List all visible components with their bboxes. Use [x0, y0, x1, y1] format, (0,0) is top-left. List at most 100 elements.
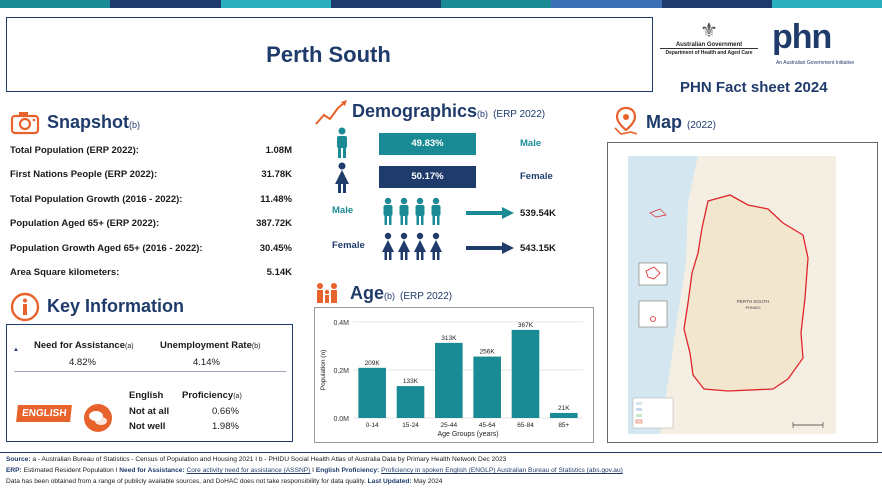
age-chart-svg: 0.0M 0.2M 0.4M 209K 0-14 133K 15-24 313K 25-44 25… [320, 320, 583, 438]
footer-divider [0, 452, 882, 453]
y-axis-label: Population (n) [320, 350, 327, 390]
male-group-label: Male [332, 205, 354, 216]
not-at-all-label: Not at all [129, 406, 170, 417]
map-region-label: PERTH SOUTH [737, 299, 769, 304]
need-label: Need for Assistance(a) [34, 340, 134, 351]
stripe-segment [661, 0, 772, 8]
unemp-label-sub: (b) [251, 343, 261, 350]
female-group-label: Female [332, 240, 365, 251]
key-info-title: Key Information [47, 296, 185, 316]
disclaimer-text: Data has been obtained from a range of p… [6, 478, 368, 485]
footer-definitions: ERP: Estimated Resident Population I Nee… [6, 467, 623, 474]
phn-tagline: An Australian Government Initiative [776, 60, 855, 66]
updated-value: May 2024 [411, 478, 443, 485]
need-value: 4.82% [69, 357, 96, 368]
family-icon [314, 281, 342, 310]
stripe-segment [330, 0, 441, 8]
erp-text: Estimated Resident Population I [21, 467, 120, 474]
x-tick-label: 65-84 [517, 422, 534, 429]
snapshot-row: Population Aged 65+ (ERP 2022): 387.72K [10, 218, 292, 229]
male-arrow-icon [466, 207, 514, 219]
age-bar [511, 329, 540, 418]
snapshot-row-label: Population Growth Aged 65+ (2016 - 2022)… [10, 242, 203, 254]
age-bar [435, 342, 463, 418]
x-tick-label: 25-44 [441, 422, 458, 429]
stripe-segment [220, 0, 331, 8]
need-arrow-icon: ▲ [13, 347, 19, 353]
stripe-segment [771, 0, 882, 8]
female-group-icon [381, 232, 447, 267]
bar-data-label: 209K [365, 360, 381, 367]
snapshot-row: Total Population (ERP 2022): 1.08M [10, 145, 292, 156]
need-def-link[interactable]: Core activity need for assistance (ASSNP… [186, 467, 311, 474]
speech-icon [83, 403, 113, 438]
age-bar [358, 367, 386, 418]
bar-data-label: 313K [441, 335, 457, 342]
not-at-all-value: 0.66% [212, 406, 239, 417]
male-count: 539.54K [520, 208, 556, 219]
age-note: (ERP 2022) [400, 291, 453, 302]
unemp-label: Unemployment Rate(b) [160, 340, 260, 351]
x-tick-label: 0-14 [366, 422, 379, 429]
stripe-segment [0, 0, 111, 8]
footer-disclaimer: Data has been obtained from a range of p… [6, 478, 442, 485]
snapshot-heading: Snapshot(b) [47, 112, 140, 133]
snapshot-row: Area Square kilometers: 5.14K [10, 267, 292, 278]
map-note: (2022) [687, 120, 716, 131]
need-def-label: Need for Assistance: [119, 467, 185, 474]
factsheet-title: PHN Fact sheet 2024 [680, 79, 828, 96]
female-arrow-icon [466, 242, 514, 254]
not-well-label: Not well [129, 421, 166, 432]
x-tick-label: 45-64 [479, 422, 496, 429]
bar-data-label: 133K [403, 378, 419, 385]
key-info-box [6, 324, 293, 442]
snapshot-row-value: 30.45% [259, 242, 292, 254]
demographics-note: (ERP 2022) [493, 109, 546, 120]
snapshot-row-value: 31.78K [261, 169, 292, 181]
age-chart: 0.0M 0.2M 0.4M 209K 0-14 133K 15-24 313K 25-44 25… [314, 307, 594, 443]
snapshot-row-value: 387.72K [256, 218, 292, 230]
need-label-text: Need for Assistance [34, 340, 125, 351]
source-text: a - Australian Bureau of Statistics - Ce… [30, 456, 507, 463]
page-title: Perth South [266, 42, 391, 67]
map-heading: Map (2022) [646, 112, 716, 133]
snapshot-row: Population Growth Aged 65+ (2016 - 2022)… [10, 243, 292, 254]
updated-label: Last Updated: [367, 478, 412, 485]
government-logo: ⚜ Australian Government Department of He… [660, 20, 758, 72]
age-bar [550, 412, 578, 418]
eng-def-link[interactable]: Proficiency in spoken English (ENGLP) Au… [381, 467, 623, 474]
male-person-icon [333, 127, 351, 164]
map-pin-icon [613, 106, 639, 141]
english-badge: ENGLISH [16, 405, 73, 422]
snapshot-sub: (b) [129, 120, 141, 130]
gov-line2: Department of Health and Aged Care [660, 48, 758, 56]
header-stripe [0, 0, 882, 8]
snapshot-row-label: First Nations People (ERP 2022): [10, 169, 158, 181]
female-person-icon [333, 162, 351, 199]
female-bar: 50.17% [379, 166, 476, 188]
gov-line1: Australian Government [675, 42, 743, 48]
not-well-value: 1.98% [212, 421, 239, 432]
stripe-segment [110, 0, 221, 8]
y-tick-label: 0.0M [333, 416, 349, 423]
bar-data-label: 367K [518, 322, 534, 329]
age-bar [396, 386, 425, 418]
unemp-value: 4.14% [193, 357, 220, 368]
key-divider [14, 371, 286, 372]
map-region-code: PHN502 [745, 305, 761, 310]
snapshot-row-value: 1.08M [265, 145, 292, 156]
proficiency-label-text: Proficiency [182, 390, 234, 401]
male-bar-label: Male [520, 138, 542, 149]
bar-data-label: 256K [480, 349, 496, 356]
male-bar: 49.83% [379, 133, 476, 155]
footer-sep: I [310, 467, 316, 474]
trend-icon [314, 99, 348, 132]
age-heading: Age(b) (ERP 2022) [350, 283, 452, 304]
snapshot-row: Total Population Growth (2016 - 2022): 11… [10, 194, 292, 205]
demographics-heading: Demographics(b) (ERP 2022) [352, 101, 545, 122]
female-bar-label: Female [520, 171, 553, 182]
x-axis-label: Age Groups (years) [437, 431, 498, 438]
y-tick-label: 0.4M [333, 320, 349, 327]
proficiency-label-sub: (a) [233, 393, 242, 400]
snapshot-row-label: Total Population Growth (2016 - 2022): [10, 193, 183, 205]
